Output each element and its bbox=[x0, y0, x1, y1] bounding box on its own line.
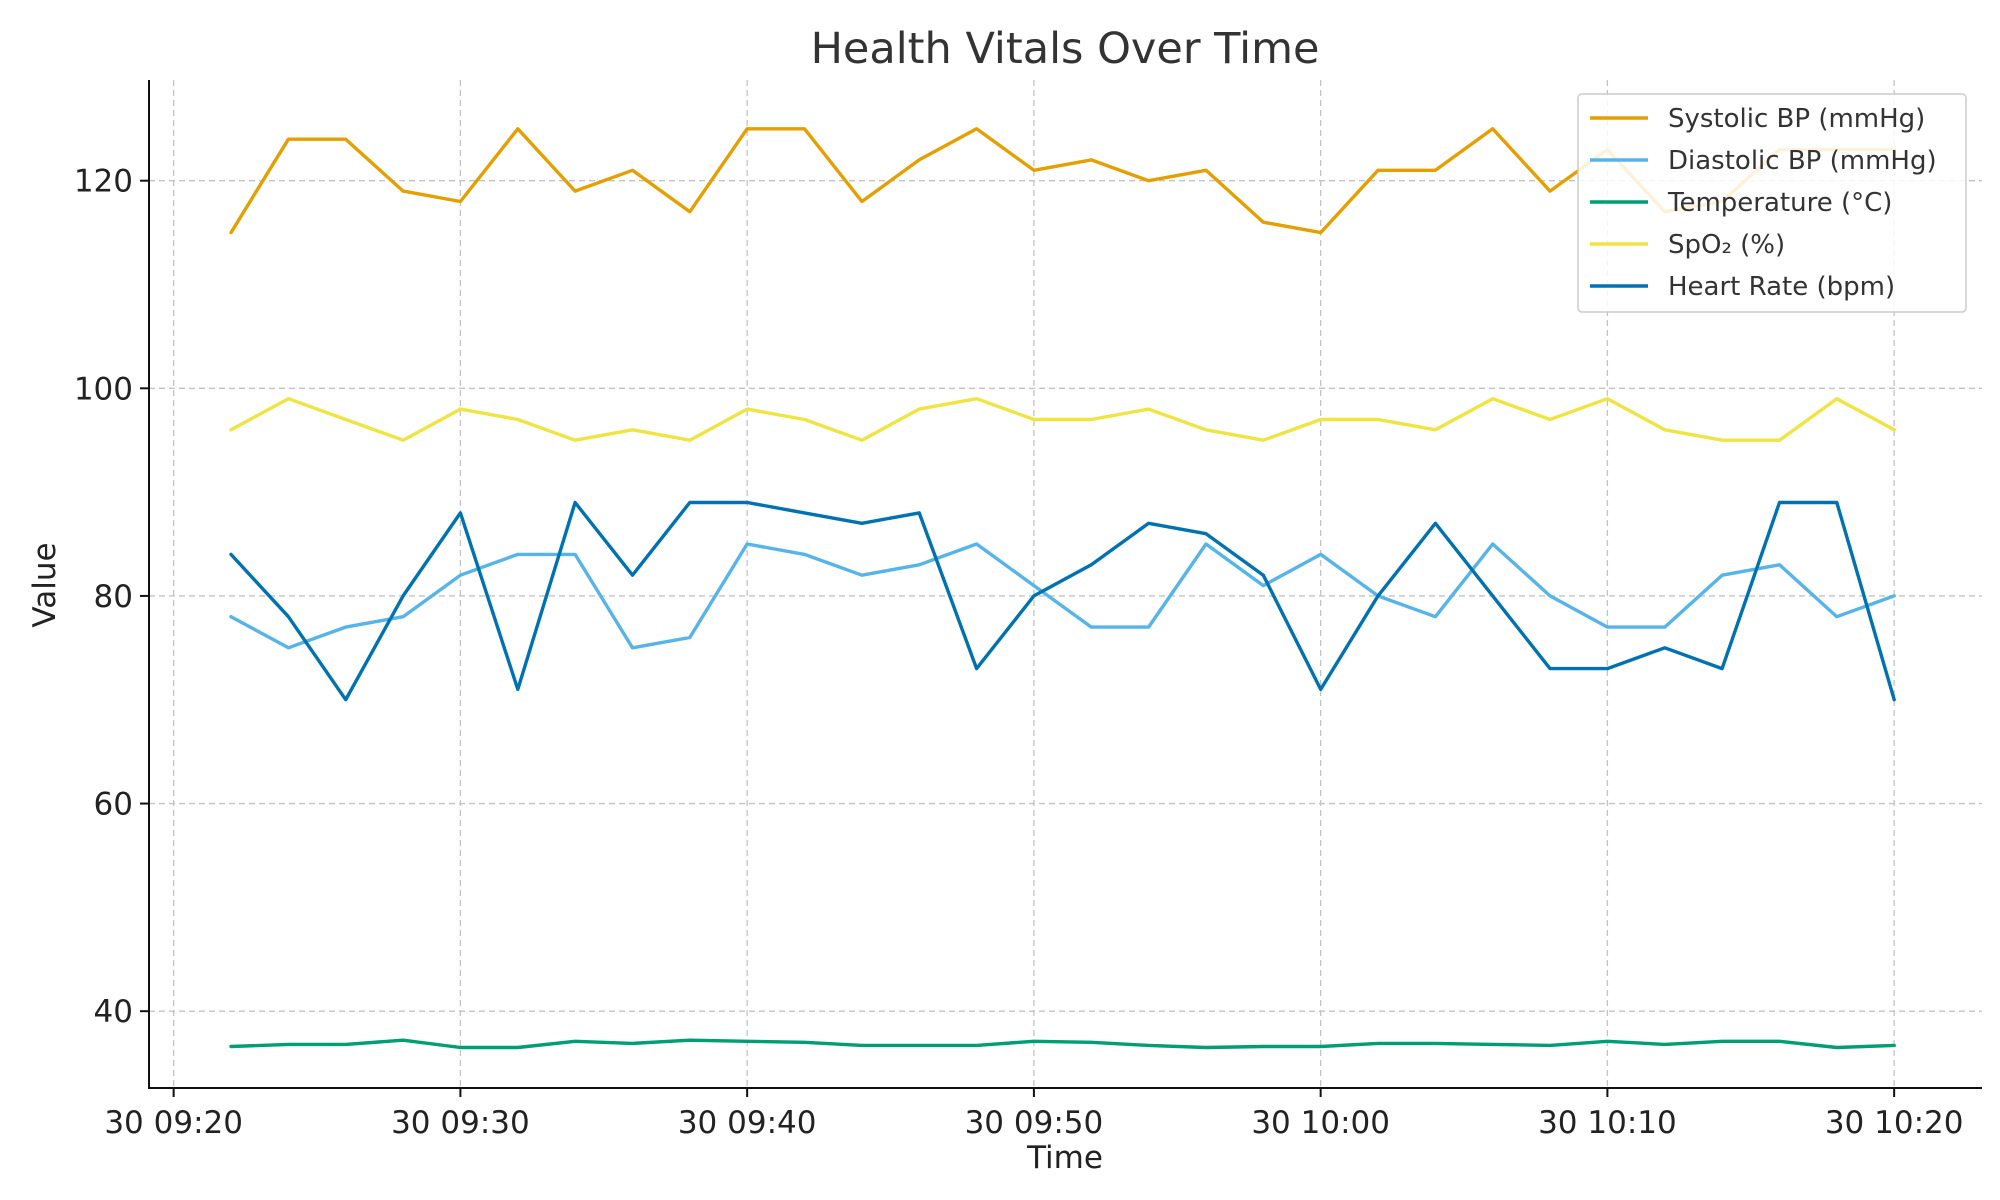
x-tick-label: 30 09:20 bbox=[104, 1105, 243, 1141]
legend-label-temperature-c: Temperature (°C) bbox=[1667, 188, 1892, 218]
y-axis-title: Value bbox=[27, 542, 63, 627]
x-tick-label: 30 09:50 bbox=[965, 1105, 1104, 1141]
series-line-heart-rate-bpm bbox=[229, 500, 1896, 702]
legend-label-spo: SpO₂ (%) bbox=[1668, 230, 1785, 260]
series-line-temperature-c bbox=[229, 1038, 1896, 1050]
x-tick-label: 30 10:10 bbox=[1538, 1105, 1677, 1141]
x-ticks: 30 09:20 30 09:30 30 09:40 30 09:50 30 10:00… bbox=[104, 1088, 1963, 1141]
chart-title: Health Vitals Over Time bbox=[811, 24, 1320, 74]
y-tick-label: 60 bbox=[94, 787, 133, 823]
series-line-spo bbox=[229, 397, 1896, 442]
x-tick-label: 30 10:20 bbox=[1825, 1105, 1964, 1141]
x-axis-title: Time bbox=[1026, 1140, 1103, 1176]
y-tick-label: 100 bbox=[74, 371, 133, 407]
grid bbox=[149, 80, 1982, 1088]
y-ticks: 40 60 80 100 120 bbox=[74, 164, 149, 1030]
y-tick-label: 80 bbox=[94, 579, 133, 615]
x-tick-label: 30 10:00 bbox=[1251, 1105, 1390, 1141]
x-tick-label: 30 09:40 bbox=[678, 1105, 817, 1141]
y-tick-label: 40 bbox=[94, 994, 133, 1030]
legend-label-systolic-bp-mmhg: Systolic BP (mmHg) bbox=[1668, 104, 1925, 134]
legend-label-diastolic-bp-mmhg: Diastolic BP (mmHg) bbox=[1668, 146, 1937, 176]
y-tick-label: 120 bbox=[74, 164, 133, 200]
legend-box bbox=[1577, 93, 1967, 313]
legend-label-heart-rate-bpm: Heart Rate (bpm) bbox=[1668, 272, 1895, 302]
series-line-diastolic-bp-mmhg bbox=[229, 542, 1896, 650]
legend: Systolic BP (mmHg) Diastolic BP (mmHg) Tem… bbox=[1577, 93, 1967, 313]
axes bbox=[148, 80, 1982, 1089]
x-tick-label: 30 09:30 bbox=[391, 1105, 530, 1141]
